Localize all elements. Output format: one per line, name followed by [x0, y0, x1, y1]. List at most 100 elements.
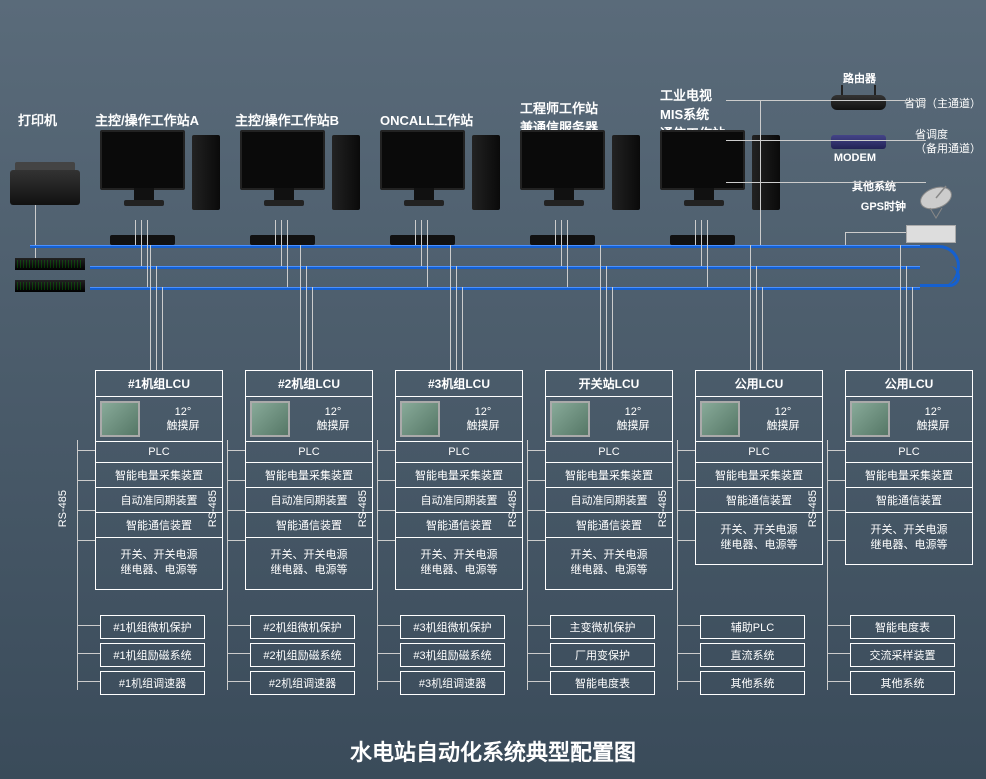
- lcu-smart-comm: 智能通信装置: [846, 488, 972, 513]
- line-gps-h: [846, 232, 906, 233]
- lcu-smart-power: 智能电量采集装置: [546, 463, 672, 488]
- rs485-tick: [377, 480, 395, 481]
- router-note: 省调（主通道）: [904, 95, 981, 111]
- router-icon: [831, 95, 886, 110]
- lcu-auto-sync: 自动准同期装置: [546, 488, 672, 513]
- lcu-drop: [462, 287, 463, 370]
- wsA-label: 主控/操作工作站A: [95, 110, 199, 129]
- lcu-switches: 开关、开关电源继电器、电源等: [846, 513, 972, 564]
- touchscreen-text: 12°触摸屏: [894, 405, 972, 434]
- ws-drop: [555, 220, 556, 245]
- printer-label: 打印机: [18, 110, 57, 129]
- sub-tick: [227, 653, 250, 654]
- lcu-drop: [450, 245, 451, 370]
- line-router: [726, 100, 926, 101]
- lcu-touchscreen-row: 12°触摸屏: [696, 397, 822, 442]
- workstation-0: [100, 130, 220, 220]
- lcu-smart-comm: 智能通信装置: [696, 488, 822, 513]
- sub-tick: [377, 681, 400, 682]
- keyboard-icon: [110, 235, 175, 245]
- lcu-sub-box: #1机组调速器: [100, 671, 205, 695]
- lcu-sub-box: #3机组调速器: [400, 671, 505, 695]
- rs485-tick: [377, 510, 395, 511]
- lcu-drop: [600, 245, 601, 370]
- rs485-tick: [827, 540, 845, 541]
- lcu-smart-power: 智能电量采集装置: [696, 463, 822, 488]
- ws-drop: [567, 220, 568, 287]
- lcu-box-5: 公用LCU12°触摸屏PLC智能电量采集装置智能通信装置开关、开关电源继电器、电…: [845, 370, 973, 565]
- rs485-label: RS-485: [57, 490, 69, 527]
- engineer-l1: 工程师工作站: [520, 98, 598, 117]
- monitor-icon: [380, 130, 465, 190]
- sub-tick: [677, 681, 700, 682]
- sub-tick: [827, 625, 850, 626]
- rs485-tick: [227, 540, 245, 541]
- workstation-2: [380, 130, 500, 220]
- lcu-smart-comm: 智能通信装置: [246, 513, 372, 538]
- lcu-smart-power: 智能电量采集装置: [846, 463, 972, 488]
- lcu-sub-box: #2机组调速器: [250, 671, 355, 695]
- oncall-label: ONCALL工作站: [380, 110, 473, 129]
- lcu-title: 公用LCU: [846, 371, 972, 397]
- lcu-smart-power: 智能电量采集装置: [96, 463, 222, 488]
- rs485-tick: [77, 540, 95, 541]
- lcu-drop: [300, 245, 301, 370]
- rs485-tick: [527, 480, 545, 481]
- lcu-drop: [612, 287, 613, 370]
- lcu-touchscreen-row: 12°触摸屏: [546, 397, 672, 442]
- touchscreen-text: 12°触摸屏: [594, 405, 672, 434]
- lcu-sub-box: 智能电度表: [850, 615, 955, 639]
- ws-drop: [427, 220, 428, 287]
- rs485-tick: [677, 540, 695, 541]
- sub-tick: [77, 653, 100, 654]
- dish-icon: [916, 180, 956, 220]
- rs485-tick: [77, 480, 95, 481]
- lcu-sub-box: #2机组励磁系统: [250, 643, 355, 667]
- sub-tick: [527, 625, 550, 626]
- gps-label: GPS时钟: [861, 198, 906, 214]
- lcu-auto-sync: 自动准同期装置: [246, 488, 372, 513]
- lcu-title: #1机组LCU: [96, 371, 222, 397]
- sub-tick: [377, 653, 400, 654]
- lcu-drop: [162, 287, 163, 370]
- keyboard-icon: [670, 235, 735, 245]
- tower-icon: [192, 135, 220, 210]
- rs485-tick: [227, 450, 245, 451]
- lcu-plc: PLC: [546, 442, 672, 463]
- ws-drop: [287, 220, 288, 287]
- rs485-tick: [227, 480, 245, 481]
- lcu-sub-box: 直流系统: [700, 643, 805, 667]
- lcu-drop: [906, 266, 907, 370]
- lcu-smart-comm: 智能通信装置: [546, 513, 672, 538]
- monitor-icon: [520, 130, 605, 190]
- lcu-box-2: #3机组LCU12°触摸屏PLC智能电量采集装置自动准同期装置智能通信装置开关、…: [395, 370, 523, 590]
- ws-drop: [281, 220, 282, 266]
- touchscreen-icon: [850, 401, 890, 437]
- ws-drop: [695, 220, 696, 245]
- rs485-label: RS-485: [357, 490, 369, 527]
- lcu-drop: [762, 287, 763, 370]
- workstation-4: [660, 130, 780, 220]
- line-modem: [726, 140, 926, 141]
- lcu-switches: 开关、开关电源继电器、电源等: [246, 538, 372, 589]
- rs485-tick: [527, 510, 545, 511]
- ws-drop: [707, 220, 708, 287]
- touchscreen-text: 12°触摸屏: [144, 405, 222, 434]
- touchscreen-icon: [250, 401, 290, 437]
- lcu-title: #2机组LCU: [246, 371, 372, 397]
- sub-tick: [527, 653, 550, 654]
- lcu-switches: 开关、开关电源继电器、电源等: [546, 538, 672, 589]
- line-gps-v: [845, 232, 846, 245]
- ws-drop: [141, 220, 142, 266]
- tv-l1: 工业电视: [660, 85, 725, 104]
- ws-drop: [147, 220, 148, 287]
- monitor-icon: [240, 130, 325, 190]
- touchscreen-text: 12°触摸屏: [744, 405, 822, 434]
- ws-drop: [421, 220, 422, 266]
- lcu-switches: 开关、开关电源继电器、电源等: [396, 538, 522, 589]
- ws-drop: [701, 220, 702, 266]
- lcu-smart-power: 智能电量采集装置: [246, 463, 372, 488]
- modem-label: MODEM: [834, 152, 876, 164]
- lcu-touchscreen-row: 12°触摸屏: [396, 397, 522, 442]
- ws-drop: [135, 220, 136, 245]
